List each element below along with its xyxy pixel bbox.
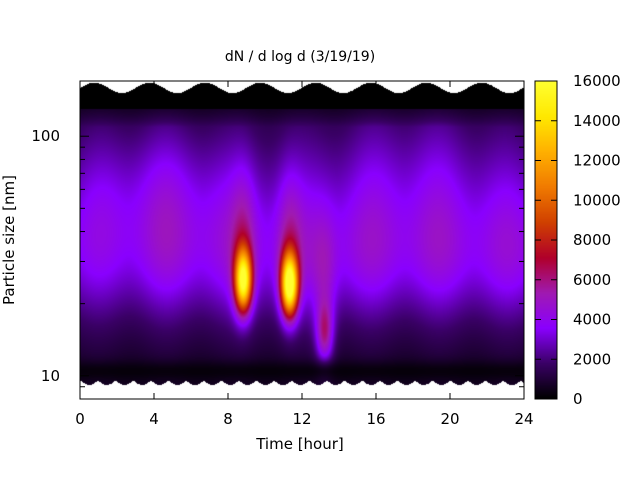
colorbar: 0 2000 4000 6000 8000 10000 12000 14000 16000 xyxy=(534,72,621,408)
colorbar-tick-label: 0 xyxy=(573,390,583,408)
colorbar-tick-label: 12000 xyxy=(573,152,621,170)
colorbar-tick-label: 14000 xyxy=(573,112,621,130)
x-tick-label: 8 xyxy=(223,410,233,428)
y-axis-ticks: 10 100 xyxy=(31,127,524,400)
colorbar-ticks: 0 2000 4000 6000 8000 10000 12000 14000 16000 xyxy=(535,72,621,408)
colorbar-tick-label: 8000 xyxy=(573,231,611,249)
x-axis-ticks: 0 4 8 12 16 20 24 xyxy=(75,81,534,428)
heatmap-panel xyxy=(79,80,525,400)
x-tick-label: 4 xyxy=(149,410,159,428)
y-tick-label: 10 xyxy=(41,367,60,385)
y-axis-label: Particle size [nm] xyxy=(0,175,18,305)
x-tick-label: 24 xyxy=(514,410,533,428)
colorbar-tick-label: 16000 xyxy=(573,72,621,90)
colorbar-tick-label: 6000 xyxy=(573,271,611,289)
colorbar-tick-label: 4000 xyxy=(573,311,611,329)
y-tick-label: 100 xyxy=(31,127,60,145)
x-tick-label: 20 xyxy=(440,410,459,428)
x-tick-label: 0 xyxy=(75,410,85,428)
chart-title: dN / d log d (3/19/19) xyxy=(225,49,375,65)
x-tick-label: 12 xyxy=(292,410,311,428)
colorbar-tick-label: 10000 xyxy=(573,191,621,209)
colorbar-tick-label: 2000 xyxy=(573,350,611,368)
x-axis-label: Time [hour] xyxy=(255,435,344,453)
heatmap-image xyxy=(80,81,524,399)
x-tick-label: 16 xyxy=(366,410,385,428)
